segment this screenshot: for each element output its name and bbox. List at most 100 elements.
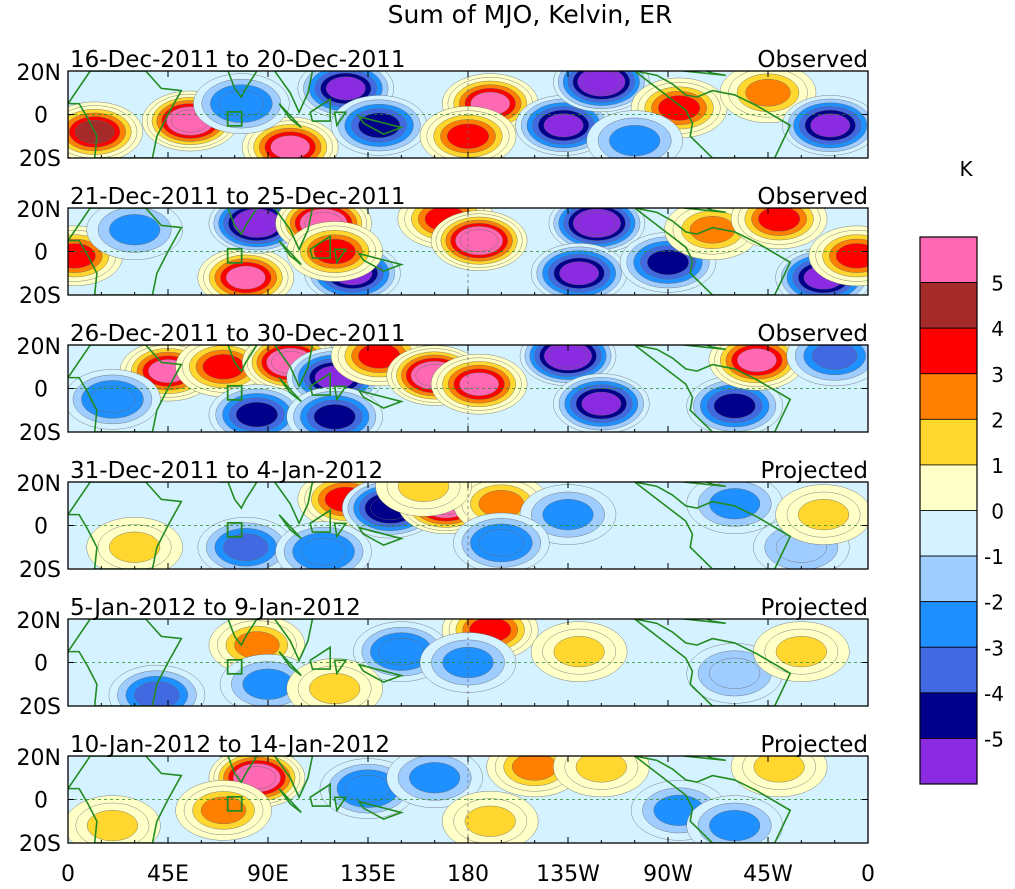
anomaly-contour [647, 249, 690, 275]
anomaly-contour [478, 529, 525, 557]
colorbar-tick-label: -3 [984, 636, 1004, 660]
x-tick-label: 45E [147, 862, 189, 887]
colorbar-swatch [919, 236, 978, 283]
anomaly-contour [309, 673, 361, 705]
coastline [68, 71, 183, 158]
y-tick-label: 20N [17, 472, 61, 497]
anomaly-contour [68, 243, 96, 269]
coastline [333, 248, 348, 265]
anomaly-contour [378, 637, 425, 666]
anomaly-contour [447, 123, 490, 149]
coastline [333, 385, 348, 402]
anomaly-contour [460, 229, 499, 252]
coastline [357, 663, 405, 683]
colorbar-swatch [919, 327, 978, 375]
colorbar-swatch [919, 738, 978, 785]
colorbar-swatch [919, 373, 978, 420]
coastline [278, 514, 302, 540]
region-box [226, 110, 243, 127]
y-tick-label: 20N [17, 61, 61, 86]
coastline [634, 619, 792, 706]
coastline [278, 651, 302, 677]
colorbar-tick-label: -2 [984, 591, 1004, 615]
anomaly-contour [200, 796, 247, 825]
coastline [634, 345, 792, 432]
coastline [309, 97, 332, 122]
coastlines [68, 345, 792, 432]
anomaly-field [108, 619, 850, 706]
coastline [634, 482, 792, 569]
anomaly-contour [548, 345, 588, 368]
colorbar-tick-label: 4 [991, 317, 1004, 341]
coastline [278, 377, 302, 403]
coastline [219, 482, 258, 510]
anomaly-contour [609, 125, 661, 157]
panel-period-label: 26-Dec-2011 to 30-Dec-2011 [70, 321, 406, 347]
coastline [634, 756, 792, 843]
x-tick-label: 45W [743, 862, 793, 887]
anomaly-contour [810, 113, 851, 138]
anomaly-field [68, 71, 868, 158]
y-tick-label: 20N [17, 198, 61, 223]
colorbar-tick-label: -1 [984, 545, 1004, 569]
coastline [683, 345, 726, 351]
colorbar-frame [919, 236, 978, 785]
coastline [273, 619, 314, 663]
y-tick-label: 20S [19, 284, 61, 309]
anomaly-contour [511, 756, 558, 781]
anomaly-contour [737, 348, 777, 373]
colorbar-tick-label: 3 [991, 363, 1004, 387]
anomaly-contour [689, 216, 736, 244]
x-tick-label: 180 [447, 862, 489, 887]
colorbar-swatch [919, 646, 978, 694]
anomaly-field [86, 482, 868, 569]
coastline [683, 756, 726, 762]
coastline [68, 756, 183, 843]
y-tick-label: 20S [19, 147, 61, 172]
x-tick-label: 0 [61, 862, 75, 887]
anomaly-contour [753, 756, 805, 783]
anomaly-contour [543, 113, 584, 138]
coastlines [68, 619, 792, 706]
coastline [68, 619, 183, 706]
coastline [273, 208, 314, 252]
colorbar-swatch [919, 555, 978, 603]
panel-4: 20N 0 20S 31-Dec-2011 to 4-Jan-2012 Projecte… [17, 458, 869, 583]
anomaly-contour [242, 668, 294, 700]
coastline [273, 345, 314, 389]
colorbar-swatch [919, 601, 978, 648]
y-tick-label: 20S [19, 832, 61, 857]
colorbar-tick-label: 0 [991, 500, 1004, 524]
coastline [309, 508, 332, 533]
region-box [226, 658, 243, 675]
coastlines [68, 482, 792, 569]
anomaly-field [68, 756, 828, 843]
panel-5: 20N 0 20S 5-Jan-2012 to 9-Jan-2012 Projected [17, 595, 869, 720]
panel-status-label: Observed [757, 47, 868, 73]
coastline [273, 71, 314, 115]
anomaly-contour [109, 531, 161, 563]
panel-status-label: Projected [761, 732, 868, 758]
anomaly-contour [300, 537, 347, 566]
x-tick-label: 90W [643, 862, 693, 887]
anomaly-contour [109, 214, 161, 246]
x-tick-label: 135E [340, 862, 396, 887]
y-tick-label: 0 [34, 378, 48, 403]
anomaly-contour [581, 391, 622, 416]
anomaly-contour [398, 482, 450, 502]
y-tick-label: 20N [17, 609, 61, 634]
anomaly-contour [225, 265, 266, 290]
coastline [68, 482, 183, 569]
colorbar-swatch [919, 282, 978, 329]
coastlines [68, 208, 792, 295]
panel-2: 20N 0 20S 21-Dec-2011 to 25-Dec-2011 Observe… [17, 184, 869, 309]
coastline [68, 208, 183, 295]
coastline [278, 788, 302, 814]
coastline [219, 345, 258, 373]
panel-3: 20N 0 20S 26-Dec-2011 to 30-Dec-2011 Observe… [17, 321, 869, 446]
region-box [226, 795, 243, 812]
coastline [333, 659, 348, 676]
panel-status-label: Projected [761, 595, 868, 621]
anomaly-contour [270, 135, 311, 158]
